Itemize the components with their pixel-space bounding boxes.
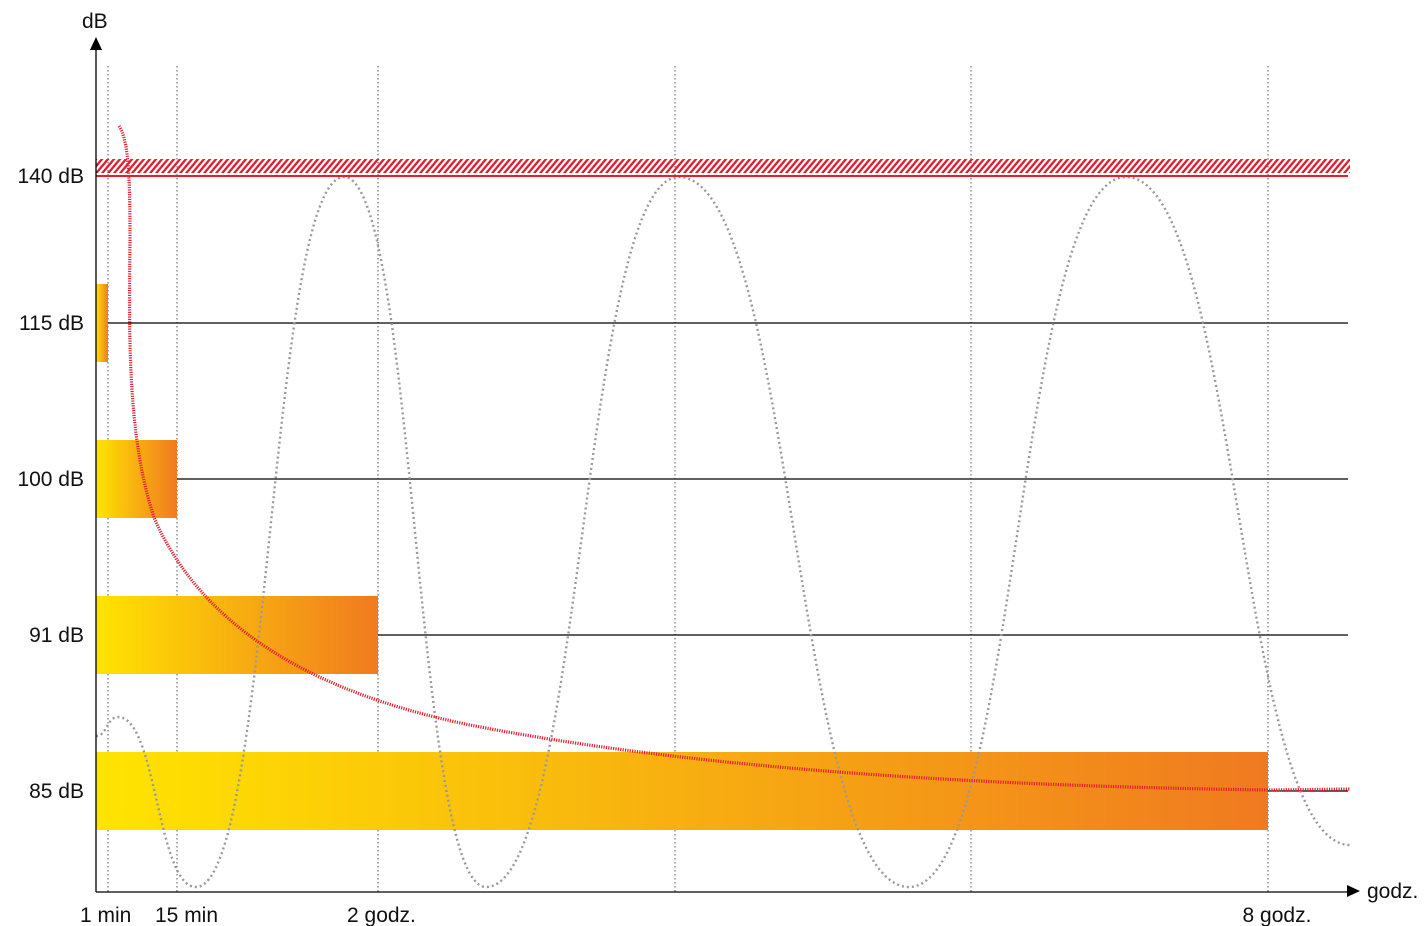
x-tick-0: 1 min: [80, 904, 131, 926]
threshold-hatch: [96, 159, 1350, 173]
x-tick-labels: 1 min 15 min 2 godz. 8 godz.: [80, 904, 1311, 926]
y-axis-label: dB: [82, 10, 108, 33]
y-tick-140: 140 dB: [17, 165, 84, 188]
x-tick-2: 2 godz.: [347, 904, 416, 926]
exposure-curve: [117, 125, 1351, 792]
bar-115db: [96, 284, 108, 362]
bar-85db: [96, 752, 1268, 830]
threshold-140db: [96, 159, 1350, 177]
y-tick-115: 115 dB: [19, 312, 84, 335]
y-tick-100: 100 dB: [17, 468, 84, 491]
exposure-curve-path: [117, 125, 1351, 792]
y-tick-85: 85 dB: [29, 780, 84, 803]
x-axis-arrow-icon: [1347, 885, 1360, 897]
axes: [90, 37, 1360, 897]
x-tick-1: 15 min: [155, 904, 218, 926]
bar-100db: [96, 440, 177, 518]
level-lines: [96, 322, 1348, 792]
x-tick-3: 8 godz.: [1243, 904, 1312, 926]
y-tick-91: 91 dB: [29, 624, 84, 647]
x-axis-label: godz.: [1367, 880, 1418, 903]
y-tick-labels: 140 dB 115 dB 100 dB 91 dB 85 dB: [17, 165, 84, 803]
y-axis-arrow-icon: [90, 37, 102, 50]
bar-91db: [96, 596, 378, 674]
exposure-bars: [96, 284, 1268, 830]
